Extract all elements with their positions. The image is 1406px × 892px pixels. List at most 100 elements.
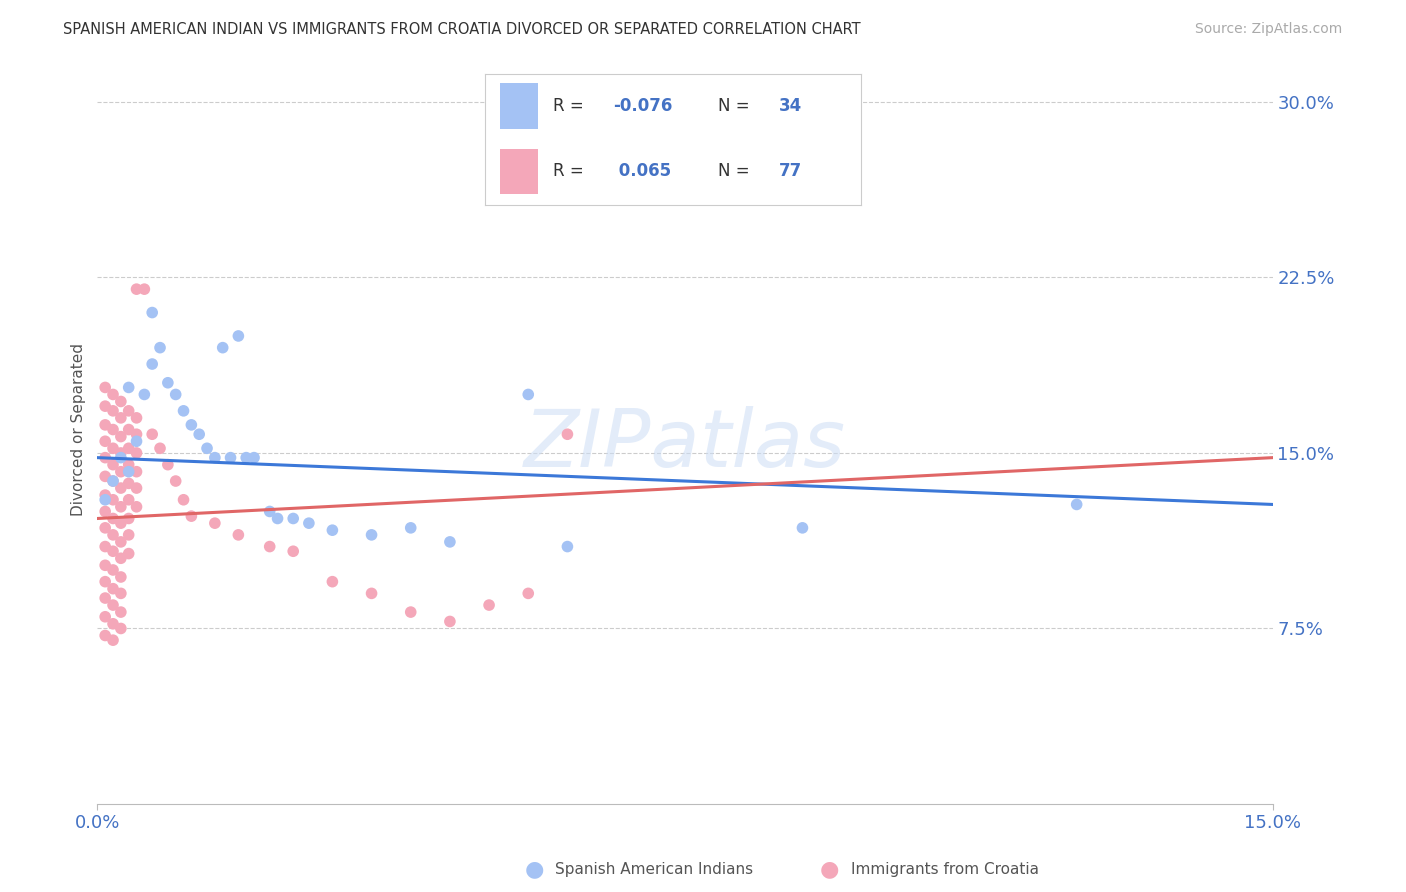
- Point: [266, 511, 288, 525]
- Point: [94, 492, 117, 507]
- Point: [204, 450, 226, 465]
- Point: [94, 540, 117, 554]
- Point: [101, 582, 124, 596]
- Point: [141, 427, 163, 442]
- Point: [125, 282, 148, 296]
- Point: [110, 481, 132, 495]
- Point: [94, 488, 117, 502]
- Y-axis label: Divorced or Separated: Divorced or Separated: [72, 343, 86, 516]
- Point: [101, 474, 124, 488]
- Point: [557, 427, 579, 442]
- Point: [110, 446, 132, 460]
- Point: [110, 410, 132, 425]
- Point: [110, 465, 132, 479]
- Point: [118, 380, 141, 394]
- Point: [134, 282, 156, 296]
- Point: [118, 528, 141, 542]
- Point: [94, 504, 117, 518]
- Point: [94, 469, 117, 483]
- Point: [1066, 498, 1088, 512]
- Point: [134, 387, 156, 401]
- Point: [211, 341, 233, 355]
- Point: [243, 450, 266, 465]
- Point: [101, 598, 124, 612]
- Text: ●: ●: [524, 860, 544, 880]
- Point: [180, 417, 202, 432]
- Point: [125, 446, 148, 460]
- Point: [94, 591, 117, 605]
- Point: [118, 458, 141, 472]
- Point: [101, 511, 124, 525]
- Point: [110, 429, 132, 443]
- Point: [118, 423, 141, 437]
- Point: [118, 404, 141, 418]
- Point: [228, 329, 250, 343]
- Point: [204, 516, 226, 531]
- Point: [118, 511, 141, 525]
- Point: [118, 476, 141, 491]
- Point: [94, 450, 117, 465]
- Text: ●: ●: [820, 860, 839, 880]
- Point: [125, 427, 148, 442]
- Point: [110, 534, 132, 549]
- Point: [156, 458, 179, 472]
- Point: [149, 442, 172, 456]
- Point: [110, 551, 132, 566]
- Point: [165, 474, 187, 488]
- Point: [141, 357, 163, 371]
- Point: [149, 341, 172, 355]
- Point: [101, 404, 124, 418]
- Point: [125, 434, 148, 449]
- Point: [298, 516, 321, 531]
- Point: [101, 528, 124, 542]
- Point: [101, 442, 124, 456]
- Point: [557, 540, 579, 554]
- Point: [188, 427, 211, 442]
- Point: [283, 544, 305, 558]
- Point: [110, 605, 132, 619]
- Point: [110, 394, 132, 409]
- Point: [110, 622, 132, 636]
- Point: [321, 574, 343, 589]
- Point: [94, 434, 117, 449]
- Point: [125, 410, 148, 425]
- Point: [94, 558, 117, 573]
- Point: [259, 504, 281, 518]
- Point: [360, 528, 382, 542]
- Point: [110, 500, 132, 514]
- Point: [94, 417, 117, 432]
- Point: [94, 399, 117, 413]
- Point: [101, 387, 124, 401]
- Point: [101, 423, 124, 437]
- Point: [94, 574, 117, 589]
- Point: [94, 628, 117, 642]
- Point: [110, 586, 132, 600]
- Point: [125, 500, 148, 514]
- Text: SPANISH AMERICAN INDIAN VS IMMIGRANTS FROM CROATIA DIVORCED OR SEPARATED CORRELA: SPANISH AMERICAN INDIAN VS IMMIGRANTS FR…: [63, 22, 860, 37]
- Point: [195, 442, 218, 456]
- Point: [118, 442, 141, 456]
- Point: [101, 633, 124, 648]
- Point: [94, 609, 117, 624]
- Point: [101, 616, 124, 631]
- Point: [517, 387, 540, 401]
- Point: [235, 450, 257, 465]
- Point: [110, 516, 132, 531]
- Point: [141, 305, 163, 319]
- Point: [399, 605, 422, 619]
- Point: [399, 521, 422, 535]
- Point: [101, 492, 124, 507]
- Point: [125, 481, 148, 495]
- Point: [219, 450, 242, 465]
- Point: [228, 528, 250, 542]
- Point: [165, 387, 187, 401]
- Point: [173, 404, 195, 418]
- Point: [110, 450, 132, 465]
- Point: [94, 380, 117, 394]
- Point: [156, 376, 179, 390]
- Point: [173, 492, 195, 507]
- Point: [118, 465, 141, 479]
- Point: [439, 615, 461, 629]
- Text: ZIPatlas: ZIPatlas: [524, 406, 846, 483]
- Point: [283, 511, 305, 525]
